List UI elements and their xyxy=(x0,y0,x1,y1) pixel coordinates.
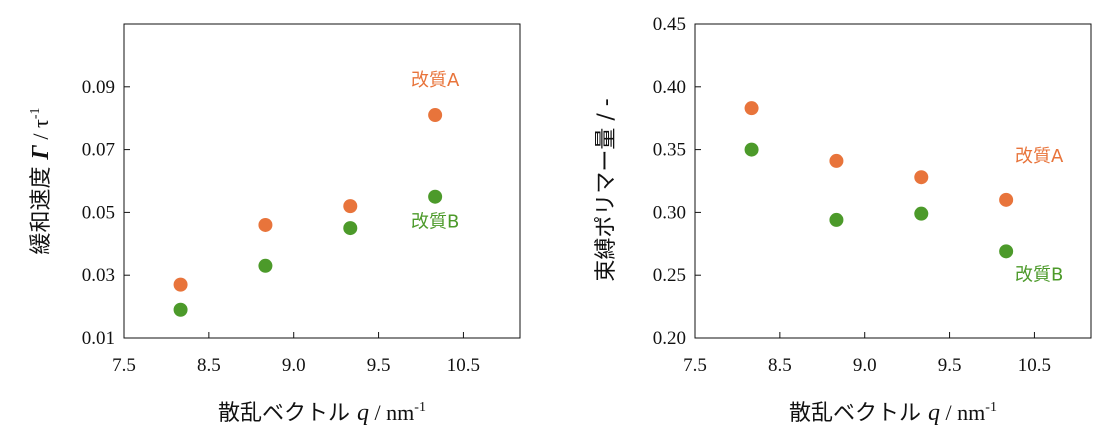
right-x-tick-label: 7.5 xyxy=(683,355,707,376)
right-x-tick-label: 9.5 xyxy=(938,355,962,376)
left-plot-frame xyxy=(123,23,521,339)
left-x-tick-label: 9.5 xyxy=(367,355,391,376)
right-x-ticks: 7.5 8.5 9.0 9.5 10.5 xyxy=(683,332,1051,376)
left-y-axis-label: 緩和速度 Γ / τ-1 xyxy=(28,107,54,254)
right-point-series-b xyxy=(914,206,929,221)
chart-bound-polymer: 7.5 8.5 9.0 9.5 10.5 0.20 0.25 0.30 0.35 0.40 0.4… xyxy=(594,14,1092,426)
right-x-axis-label: 散乱ベクトル q / nm-1 xyxy=(789,400,997,426)
right-x-tick-label: 8.5 xyxy=(768,355,792,376)
left-x-tick-label: 9.0 xyxy=(282,355,306,376)
left-x-tick-label: 7.5 xyxy=(112,355,136,376)
left-x-tick-label: 8.5 xyxy=(197,355,221,376)
right-point-series-b xyxy=(999,244,1014,259)
right-y-tick-label: 0.45 xyxy=(653,14,686,35)
right-x-tick-label: 10.5 xyxy=(1018,355,1051,376)
right-series-label-a: 改質A xyxy=(1015,146,1064,167)
left-point-series-a xyxy=(173,277,188,292)
left-x-tick-label: 10.5 xyxy=(447,355,480,376)
left-point-series-a xyxy=(428,108,443,123)
right-y-tick-label: 0.25 xyxy=(653,265,686,286)
left-y-tick-label: 0.03 xyxy=(82,265,115,286)
right-point-series-b xyxy=(744,142,759,157)
left-y-tick-label: 0.07 xyxy=(82,140,115,161)
right-y-tick-label: 0.35 xyxy=(653,140,686,161)
left-point-series-b xyxy=(428,189,443,204)
left-point-series-b xyxy=(343,221,358,236)
left-y-tick-label: 0.01 xyxy=(82,328,115,349)
right-y-axis-label: 束縛ポリマー量 / - xyxy=(594,98,619,281)
right-series-label-b: 改質B xyxy=(1015,264,1063,285)
right-data-points xyxy=(744,101,1014,259)
left-y-tick-label: 0.09 xyxy=(82,77,115,98)
right-point-series-a xyxy=(999,192,1014,207)
right-x-tick-label: 9.0 xyxy=(853,355,877,376)
right-y-tick-label: 0.20 xyxy=(653,328,686,349)
right-point-series-a xyxy=(829,153,844,168)
right-series-labels: 改質A 改質B xyxy=(1015,146,1064,285)
right-point-series-b xyxy=(829,212,844,227)
right-y-ticks: 0.20 0.25 0.30 0.35 0.40 0.45 xyxy=(653,14,701,349)
left-data-points xyxy=(173,108,443,317)
left-y-ticks: 0.01 0.03 0.05 0.07 0.09 xyxy=(82,77,130,349)
left-series-labels: 改質A 改質B xyxy=(411,70,460,233)
right-point-series-a xyxy=(914,170,929,185)
left-series-label-b: 改質B xyxy=(411,212,459,233)
right-point-series-a xyxy=(744,101,759,116)
right-plot-frame xyxy=(694,23,1092,339)
left-point-series-b xyxy=(173,302,188,317)
left-point-series-a xyxy=(258,217,273,232)
left-series-label-a: 改質A xyxy=(411,70,460,91)
right-y-tick-label: 0.30 xyxy=(653,202,686,223)
left-point-series-a xyxy=(343,199,358,214)
left-y-tick-label: 0.05 xyxy=(82,202,115,223)
left-x-ticks: 7.5 8.5 9.0 9.5 10.5 xyxy=(112,332,480,376)
right-y-tick-label: 0.40 xyxy=(653,77,686,98)
chart-relaxation-rate: 7.5 8.5 9.0 9.5 10.5 0.01 0.03 0.05 0.07 0.09 改質… xyxy=(28,23,521,426)
left-point-series-b xyxy=(258,258,273,273)
left-x-axis-label: 散乱ベクトル q / nm-1 xyxy=(218,400,426,426)
